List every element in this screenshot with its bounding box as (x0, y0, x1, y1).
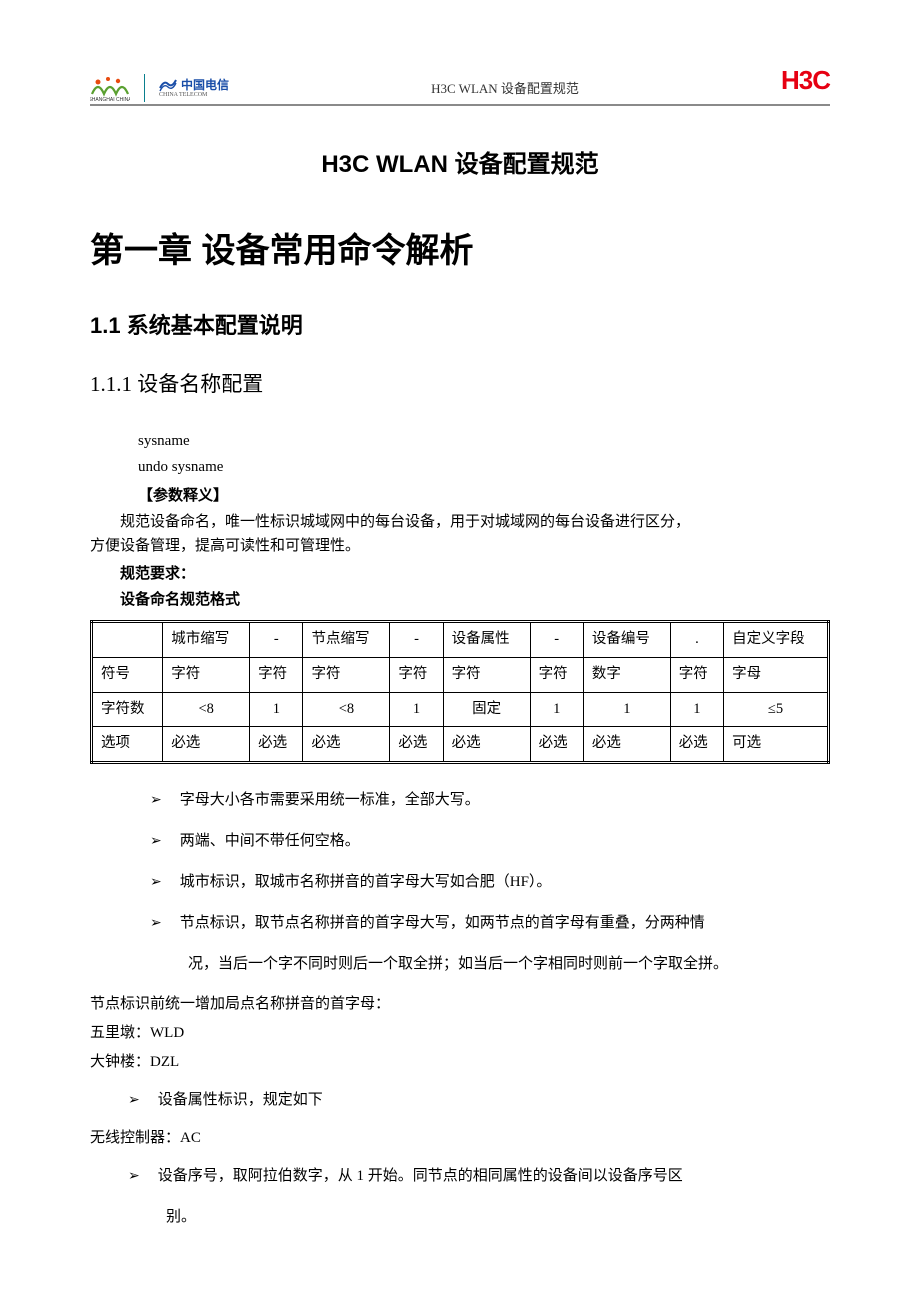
cell: 字符 (163, 657, 250, 692)
cell: 可选 (724, 727, 829, 763)
header-left-logos: SHANGHAI CHINA 中国电信 CHINA TELECOM (90, 74, 229, 102)
code-line: sysname (138, 429, 830, 455)
list-item: ➢ 设备属性标识，规定如下 (128, 1084, 830, 1117)
cell: - (390, 622, 443, 658)
cell: 必选 (163, 727, 250, 763)
table-row: 城市缩写 - 节点缩写 - 设备属性 - 设备编号 . 自定义字段 (92, 622, 829, 658)
list-item: ➢ 节点标识，取节点名称拼音的首字母大写，如两节点的首字母有重叠，分两种情 (150, 907, 830, 940)
subsection-heading: 1.1.1 设备名称配置 (90, 368, 830, 402)
spec-requirement: 规范要求： (90, 562, 830, 586)
cell: 符号 (92, 657, 163, 692)
bullet-text: 字母大小各市需要采用统一标准，全部大写。 (180, 784, 830, 817)
cell: 必选 (443, 727, 530, 763)
list-item: ➢ 城市标识，取城市名称拼音的首字母大写如合肥（HF）。 (150, 866, 830, 899)
code-line: undo sysname (138, 455, 830, 481)
bullet-list: ➢ 字母大小各市需要采用统一标准，全部大写。 ➢ 两端、中间不带任何空格。 ➢ … (90, 784, 830, 981)
text-line: 节点标识前统一增加局点名称拼音的首字母： (90, 991, 830, 1018)
bullet-text: 城市标识，取城市名称拼音的首字母大写如合肥（HF）。 (180, 866, 830, 899)
cell: 字符 (303, 657, 390, 692)
cell: 1 (250, 692, 303, 727)
table-row: 符号 字符 字符 字符 字符 字符 字符 数字 字符 字母 (92, 657, 829, 692)
cell: 城市缩写 (163, 622, 250, 658)
china-telecom-logo: 中国电信 CHINA TELECOM (159, 78, 229, 98)
cell: 字符数 (92, 692, 163, 727)
bullet-cont: 别。 (166, 1201, 830, 1234)
naming-table: 城市缩写 - 节点缩写 - 设备属性 - 设备编号 . 自定义字段 符号 字符 … (90, 620, 830, 764)
expo-logo: SHANGHAI CHINA (90, 74, 130, 102)
cell: 字符 (530, 657, 583, 692)
cell (92, 622, 163, 658)
paragraph: 规范设备命名，唯一性标识城域网中的每台设备，用于对城域网的每台设备进行区分， (90, 510, 830, 534)
header-title: H3C WLAN 设备配置规范 (229, 79, 781, 102)
bullet-text: 节点标识，取节点名称拼音的首字母大写，如两节点的首字母有重叠，分两种情 (180, 907, 830, 940)
expo-icon: SHANGHAI CHINA (90, 74, 130, 102)
cell: 必选 (670, 727, 723, 763)
bullet-text: 两端、中间不带任何空格。 (180, 825, 830, 858)
cell: 数字 (583, 657, 670, 692)
bullet-cont: 况，当后一个字不同时则后一个取全拼；如当后一个字相同时则前一个字取全拼。 (188, 948, 830, 981)
text-line: 无线控制器：AC (90, 1125, 830, 1152)
cell: <8 (163, 692, 250, 727)
code-block: sysname undo sysname (138, 429, 830, 480)
cell: 必选 (250, 727, 303, 763)
cell: 固定 (443, 692, 530, 727)
cell: - (250, 622, 303, 658)
table-row: 选项 必选 必选 必选 必选 必选 必选 必选 必选 可选 (92, 727, 829, 763)
text-line: 大钟楼：DZL (90, 1049, 830, 1076)
cell: 字符 (250, 657, 303, 692)
cell: 必选 (583, 727, 670, 763)
bullet-text: 设备序号，取阿拉伯数字，从 1 开始。同节点的相同属性的设备间以设备序号区 (158, 1160, 830, 1193)
spec-format: 设备命名规范格式 (90, 588, 830, 612)
svg-text:SHANGHAI CHINA: SHANGHAI CHINA (90, 97, 130, 102)
ct-name: 中国电信 (181, 79, 229, 91)
param-label: 【参数释义】 (138, 484, 830, 508)
cell: - (530, 622, 583, 658)
text-line: 五里墩：WLD (90, 1020, 830, 1047)
cell: 1 (670, 692, 723, 727)
arrow-icon: ➢ (150, 825, 162, 858)
cell: . (670, 622, 723, 658)
list-item: ➢ 设备序号，取阿拉伯数字，从 1 开始。同节点的相同属性的设备间以设备序号区 (128, 1160, 830, 1193)
arrow-icon: ➢ (150, 784, 162, 817)
list-item: ➢ 两端、中间不带任何空格。 (150, 825, 830, 858)
cell: 1 (583, 692, 670, 727)
cell: ≤5 (724, 692, 829, 727)
ct-sub: CHINA TELECOM (159, 92, 229, 98)
cell: 设备编号 (583, 622, 670, 658)
arrow-icon: ➢ (150, 907, 162, 940)
bullet-text: 设备属性标识，规定如下 (158, 1084, 830, 1117)
chapter-heading: 第一章 设备常用命令解析 (90, 224, 830, 278)
cell: 字符 (390, 657, 443, 692)
cell: 选项 (92, 727, 163, 763)
arrow-icon: ➢ (150, 866, 162, 899)
cell: 字符 (443, 657, 530, 692)
cell: 必选 (530, 727, 583, 763)
table-row: 字符数 <8 1 <8 1 固定 1 1 1 ≤5 (92, 692, 829, 727)
doc-title: H3C WLAN 设备配置规范 (90, 146, 830, 184)
cell: 必选 (390, 727, 443, 763)
cell: 1 (530, 692, 583, 727)
cell: 自定义字段 (724, 622, 829, 658)
paragraph: 方便设备管理，提高可读性和可管理性。 (90, 534, 830, 558)
arrow-icon: ➢ (128, 1160, 140, 1193)
cell: 字符 (670, 657, 723, 692)
list-item: ➢ 字母大小各市需要采用统一标准，全部大写。 (150, 784, 830, 817)
page-header: SHANGHAI CHINA 中国电信 CHINA TELECOM H3C WL… (90, 60, 830, 106)
cell: 字母 (724, 657, 829, 692)
ct-icon (159, 78, 177, 92)
h3c-logo: H3C (781, 60, 830, 102)
cell: 1 (390, 692, 443, 727)
cell: 必选 (303, 727, 390, 763)
divider (144, 74, 145, 102)
cell: 节点缩写 (303, 622, 390, 658)
arrow-icon: ➢ (128, 1084, 140, 1117)
cell: <8 (303, 692, 390, 727)
section-heading: 1.1 系统基本配置说明 (90, 308, 830, 343)
cell: 设备属性 (443, 622, 530, 658)
